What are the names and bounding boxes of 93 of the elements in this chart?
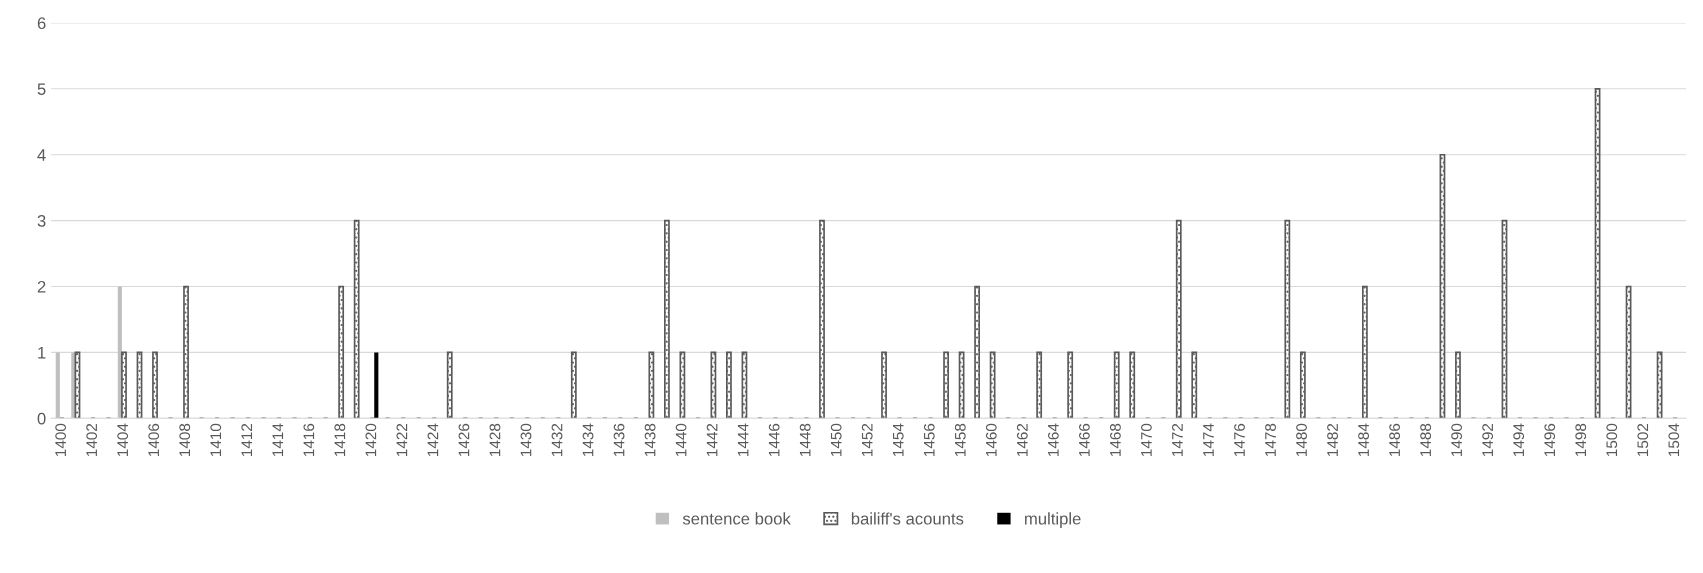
- x-tick-label: 1422: [396, 423, 408, 456]
- x-tick-label: 1402: [86, 423, 98, 456]
- bar: [1656, 351, 1663, 419]
- x-tick-label: 1450: [830, 423, 842, 456]
- bar: [570, 351, 577, 419]
- legend-label: bailiff's acounts: [851, 512, 964, 525]
- bar: [881, 351, 887, 419]
- bar: [121, 351, 127, 419]
- y-tick-label: 4: [37, 149, 46, 161]
- bar: [55, 352, 60, 419]
- legend-label: sentence book: [682, 512, 791, 525]
- x-tick-label: 1490: [1451, 423, 1463, 456]
- bar: [819, 219, 825, 419]
- x-tick-label: 1424: [427, 423, 439, 456]
- x-tick-label: 1466: [1078, 423, 1090, 456]
- x-tick-label: 1440: [675, 423, 687, 456]
- x-tick-label: 1454: [892, 423, 904, 456]
- x-tick-label: 1410: [210, 423, 222, 456]
- bar: [943, 351, 949, 419]
- bar: [1036, 351, 1043, 419]
- x-tick-label: 1400: [55, 423, 67, 456]
- x-tick-label: 1504: [1668, 423, 1680, 456]
- x-tick-label: 1458: [954, 423, 966, 456]
- x-tick-label: 1476: [1234, 423, 1245, 456]
- bar: [1175, 219, 1182, 419]
- legend-label: multiple: [1025, 512, 1081, 528]
- bar: [1284, 219, 1291, 419]
- bar: [974, 285, 981, 419]
- x-tick-label: 1452: [861, 423, 873, 456]
- bar: [726, 351, 732, 419]
- bar: [1129, 351, 1136, 419]
- bar: [183, 285, 189, 419]
- x-tick-label: 1500: [1606, 423, 1618, 456]
- x-tick-label: 1472: [1172, 423, 1183, 456]
- x-tick-label: 1480: [1296, 423, 1307, 456]
- x-tick-label: 1502: [1637, 423, 1649, 456]
- x-tick-label: 1428: [489, 423, 501, 456]
- bar: [71, 352, 76, 419]
- x-tick-label: 1408: [179, 423, 191, 456]
- bar: [663, 219, 670, 419]
- x-tick-label: 1456: [923, 423, 935, 456]
- x-tick-label: 1492: [1482, 423, 1494, 456]
- x-tick-label: 1474: [1203, 423, 1214, 456]
- x-tick-label: 1430: [520, 423, 532, 456]
- x-tick-label: 1460: [985, 423, 997, 456]
- x-tick-label: 1404: [117, 423, 129, 456]
- x-tick-label: 1486: [1389, 423, 1401, 456]
- x-tick-label: 1446: [768, 423, 780, 456]
- x-tick-label: 1444: [737, 423, 749, 456]
- bar: [679, 351, 686, 419]
- x-tick-label: 1484: [1358, 423, 1369, 456]
- x-tick-label: 1488: [1420, 423, 1432, 456]
- y-tick-label: 6: [37, 17, 46, 30]
- x-tick-label: 1442: [706, 423, 718, 456]
- x-tick-label: 1464: [1047, 423, 1059, 456]
- x-tick-label: 1438: [644, 423, 656, 456]
- x-tick-label: 1412: [241, 423, 253, 456]
- y-tick-label: 5: [37, 83, 46, 96]
- x-tick-label: 1418: [334, 423, 346, 456]
- x-tick-label: 1416: [303, 423, 315, 456]
- y-tick-label: 0: [37, 412, 46, 425]
- y-tick-label: 3: [37, 215, 46, 227]
- bar: [1067, 351, 1074, 419]
- x-tick-label: 1478: [1265, 423, 1276, 456]
- x-tick-label: 1468: [1109, 423, 1121, 456]
- x-tick-label: 1496: [1544, 423, 1556, 456]
- bar: [1455, 351, 1461, 419]
- x-tick-label: 1426: [458, 423, 470, 456]
- bar: [338, 285, 345, 419]
- bar: [446, 351, 453, 419]
- x-tick-label: 1470: [1141, 423, 1152, 456]
- x-tick-label: 1462: [1016, 423, 1028, 456]
- x-tick-label: 1498: [1575, 423, 1587, 456]
- bar: [152, 351, 158, 419]
- bar: [648, 351, 655, 419]
- bar: [374, 352, 379, 419]
- bar: [1113, 351, 1120, 419]
- bar: [353, 219, 360, 419]
- x-tick-label: 1482: [1327, 423, 1338, 456]
- bar: [1191, 351, 1198, 419]
- x-tick-label: 1414: [272, 423, 284, 456]
- bar: [1299, 351, 1306, 419]
- bar: [1361, 285, 1368, 419]
- x-tick-label: 1434: [582, 423, 594, 456]
- bar: [989, 351, 996, 419]
- x-tick-label: 1494: [1513, 423, 1525, 456]
- y-tick-label: 1: [38, 346, 46, 359]
- x-tick-label: 1420: [365, 423, 377, 456]
- x-tick-label: 1436: [613, 423, 625, 456]
- y-tick-label: 2: [37, 280, 46, 293]
- x-tick-label: 1432: [551, 423, 563, 456]
- x-tick-label: 1448: [799, 423, 811, 456]
- x-tick-label: 1406: [148, 423, 160, 456]
